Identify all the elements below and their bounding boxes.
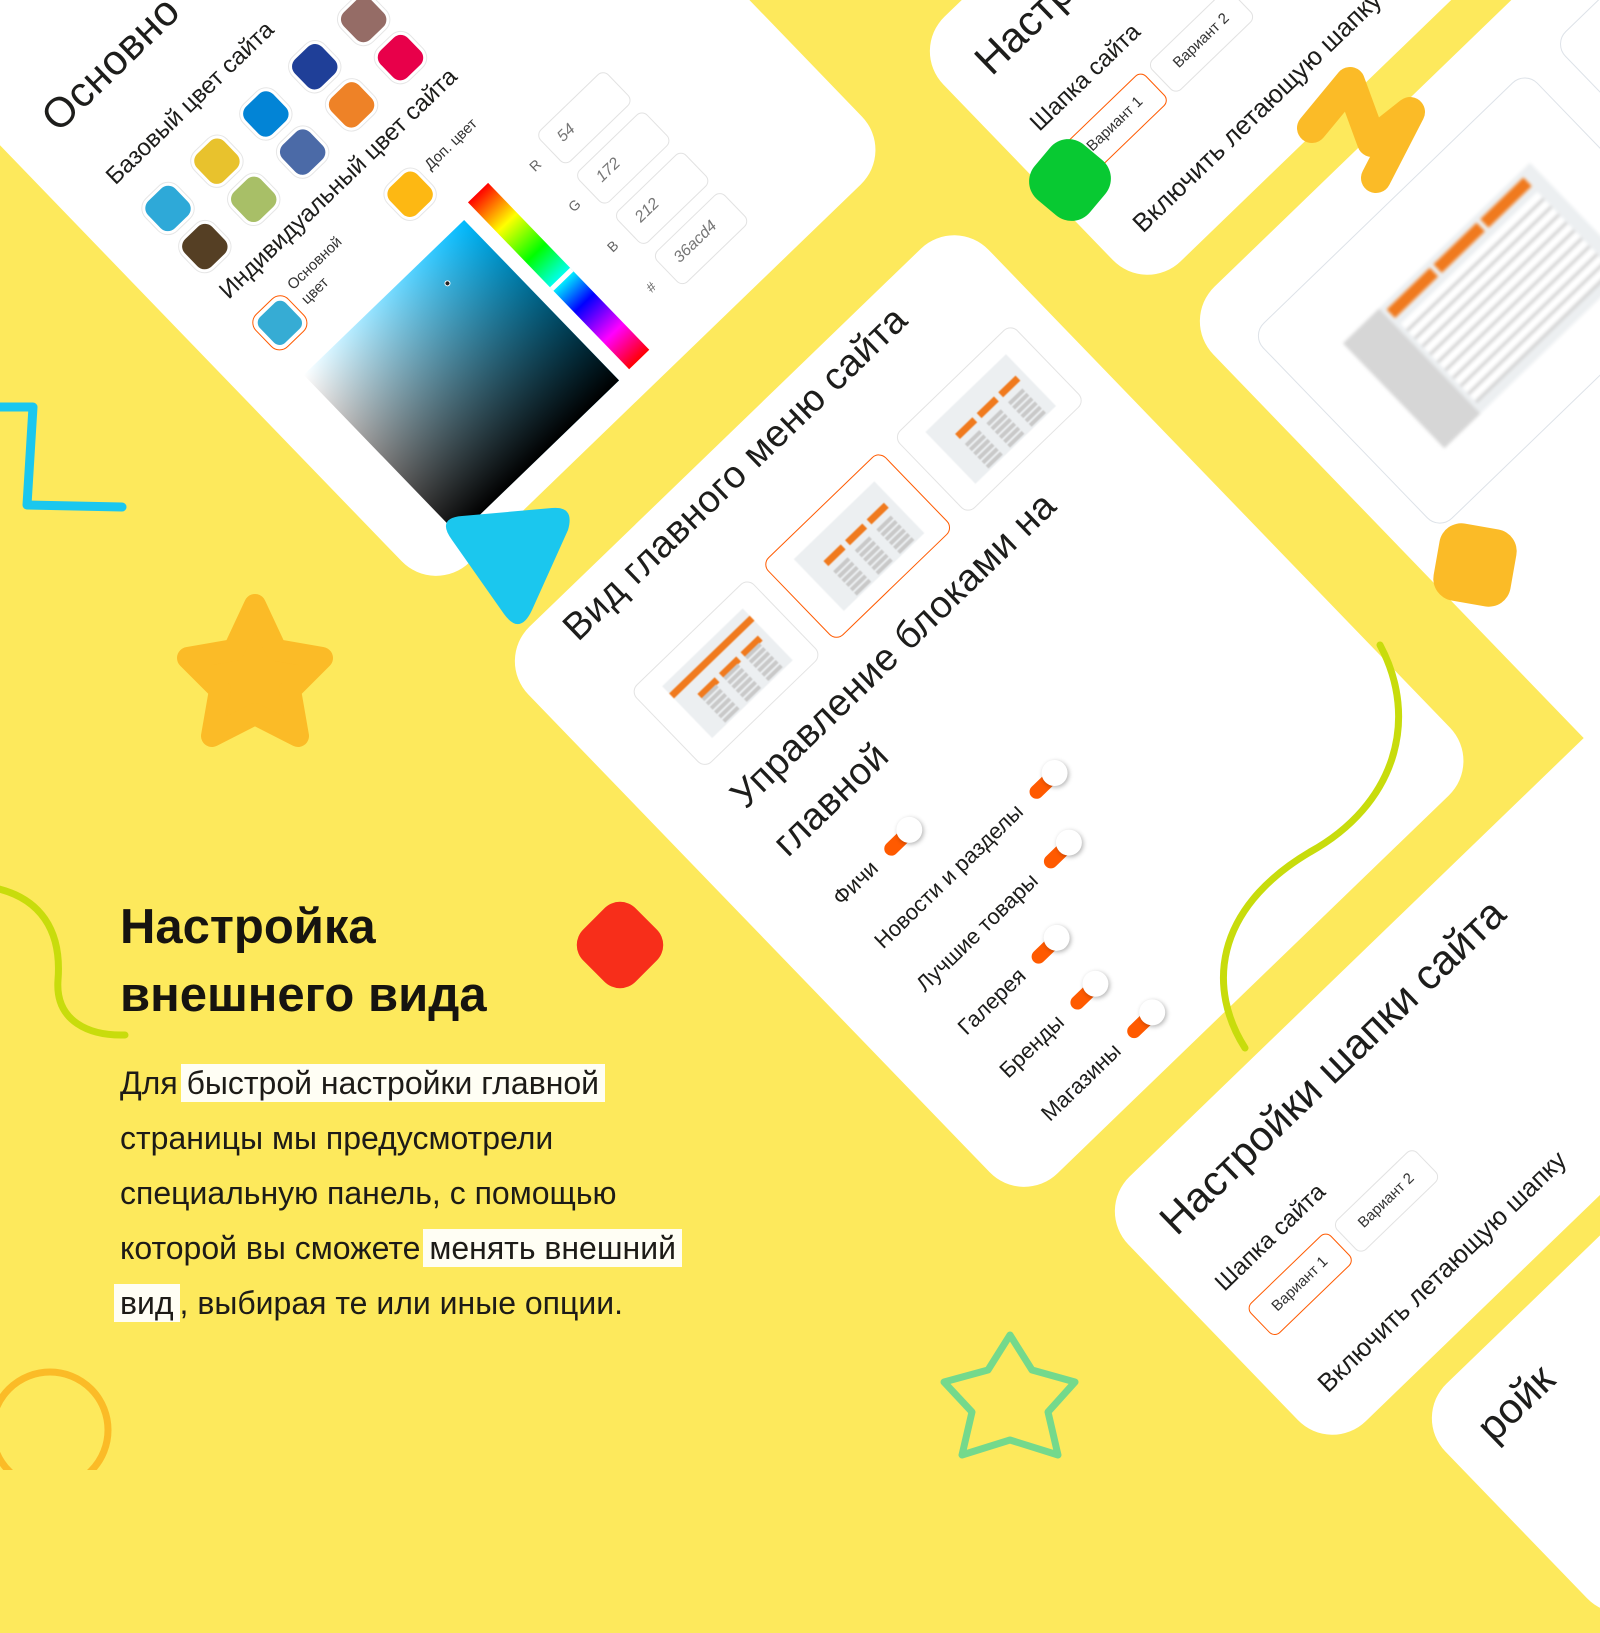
hue-slider-handle[interactable] [549, 267, 574, 291]
menu-layout-option[interactable] [892, 323, 1086, 515]
toggle-knob [1038, 919, 1076, 956]
promo-heading: Настройка внешнего вида [120, 893, 487, 1029]
color-swatch[interactable] [177, 219, 232, 274]
block-toggle[interactable] [881, 811, 928, 859]
color-swatch[interactable] [373, 30, 428, 85]
promo-highlight: быстрой настройки главной [180, 1064, 606, 1102]
block-toggle[interactable] [1124, 994, 1171, 1042]
promo-text: Для [120, 1065, 187, 1101]
star-outline-decoration [940, 1331, 1079, 1459]
color-swatch[interactable] [141, 181, 195, 236]
promo-text: страницы мы предусмотрели [120, 1120, 554, 1156]
lime-curve-left-decoration [0, 885, 129, 1039]
block-toggle-row: Лучшие товары [911, 824, 1088, 997]
color-swatch[interactable] [190, 134, 244, 189]
rgb-label: # [642, 278, 660, 296]
primary-color-fill [254, 297, 306, 349]
promo-text: специальную панель, с помощью [120, 1175, 617, 1211]
panel-title-fragment: ройк [1467, 1355, 1564, 1451]
layout-preview-image [1333, 152, 1600, 449]
toggle-knob [1076, 965, 1114, 1003]
promo-heading-line-1: Настройка [120, 900, 376, 954]
toggle-knob [1035, 754, 1073, 792]
block-toggle[interactable] [1041, 824, 1088, 872]
rgb-label: R [525, 156, 545, 175]
promo-heading-line-2: внешнего вида [120, 968, 487, 1022]
color-swatch[interactable] [287, 39, 342, 94]
secondary-color-label: Доп. цвет [421, 115, 481, 174]
color-swatch[interactable] [226, 172, 281, 227]
color-swatch[interactable] [275, 125, 330, 179]
secondary-color-swatch[interactable] [383, 167, 437, 222]
panel-title: Настр [965, 0, 1083, 84]
rgb-label: B [603, 237, 622, 256]
color-swatch[interactable] [336, 0, 391, 47]
layout-thumbnail-image [662, 608, 793, 739]
color-swatch[interactable] [238, 87, 293, 141]
promo-highlight: вид [120, 1284, 180, 1322]
block-label: Галерея [952, 962, 1031, 1040]
block-toggle[interactable] [1028, 919, 1076, 967]
block-toggle[interactable] [1067, 965, 1114, 1013]
circle-outline-decoration [0, 1368, 112, 1470]
promo-paragraph: Для быстрой настройки главной страницы м… [120, 1056, 682, 1331]
toggle-knob [1050, 824, 1088, 861]
toggle-knob [890, 811, 928, 849]
rgb-label: G [564, 195, 584, 215]
color-swatch[interactable] [324, 77, 379, 132]
block-label: Магазины [1035, 1037, 1126, 1126]
layout-thumbnail-image [793, 481, 925, 611]
toggle-knob [1133, 994, 1171, 1031]
block-label: Бренды [994, 1009, 1070, 1083]
promo-highlight: менять внешний [423, 1229, 682, 1267]
variant-2-button[interactable]: Вариант 2 [1331, 1146, 1442, 1255]
picker-cursor[interactable] [444, 280, 451, 287]
layout-thumbnail-image [925, 354, 1057, 484]
promo-text: , выбирая те или иные опции. [179, 1285, 623, 1321]
block-toggle[interactable] [1026, 754, 1073, 803]
red-squircle-decoration [576, 901, 664, 989]
star-decoration [177, 594, 333, 747]
block-label: Фичи [827, 855, 883, 911]
block-label: Новости и разделы [869, 798, 1028, 954]
promo-text: которой вы сможете [120, 1230, 430, 1266]
variant-2-button[interactable]: Вариант 2 [1146, 0, 1257, 95]
zigzag-line-decoration [0, 402, 127, 512]
